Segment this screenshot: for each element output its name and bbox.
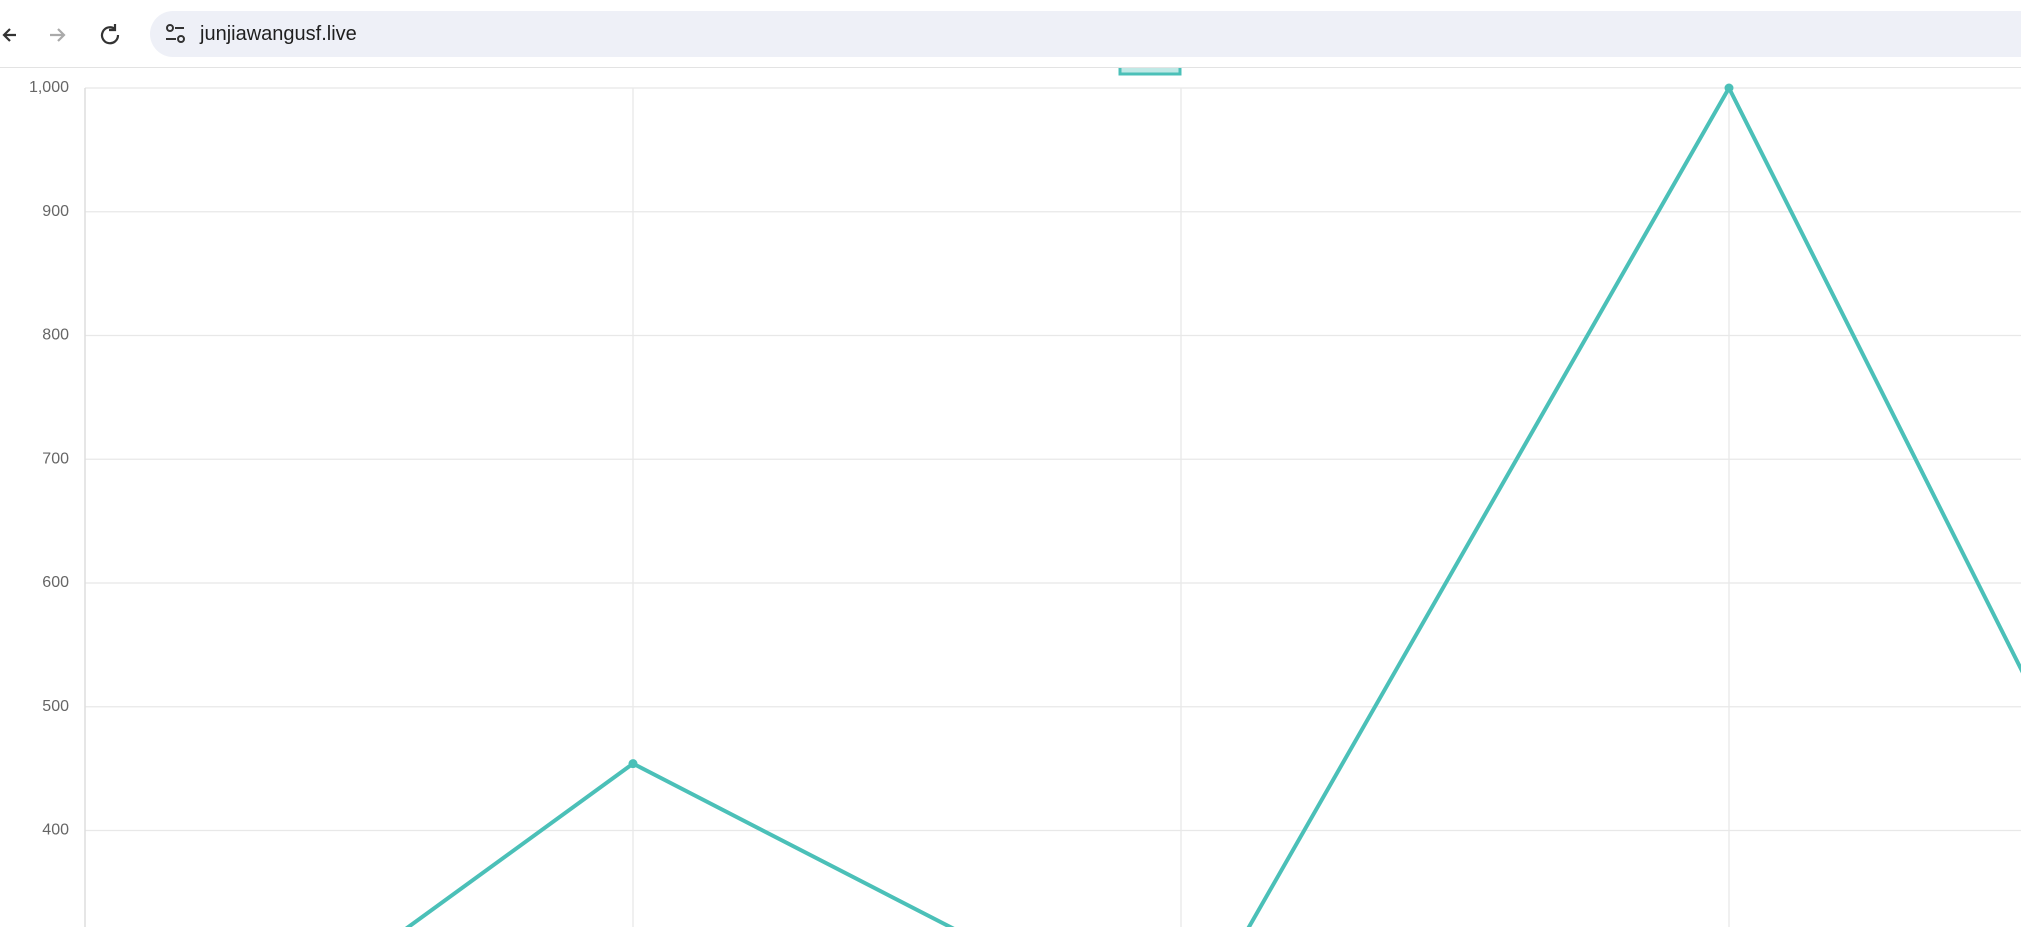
point (1724, 83, 1734, 93)
browser-toolbar: junjiawangusf.live (0, 0, 2021, 68)
url-text: junjiawangusf.live (200, 23, 357, 45)
y-tick-label: 1,000 (29, 79, 69, 96)
y-tick-label: 700 (42, 450, 69, 467)
line (404, 86, 2021, 927)
y-tick-label: 800 (42, 327, 69, 344)
forward-button[interactable] (50, 28, 66, 42)
back-button[interactable] (2, 28, 16, 42)
y-tick-label: 600 (42, 574, 69, 591)
y-tick-label: 500 (42, 698, 69, 715)
nav-icons (2, 24, 120, 45)
address-bar[interactable]: junjiawangusf.live (150, 11, 2021, 57)
y-tick-label: 900 (42, 203, 69, 220)
point (628, 759, 638, 769)
reload-button[interactable] (100, 24, 120, 45)
y-tick-label: 400 (42, 822, 69, 839)
site-info-icon[interactable] (162, 11, 192, 57)
